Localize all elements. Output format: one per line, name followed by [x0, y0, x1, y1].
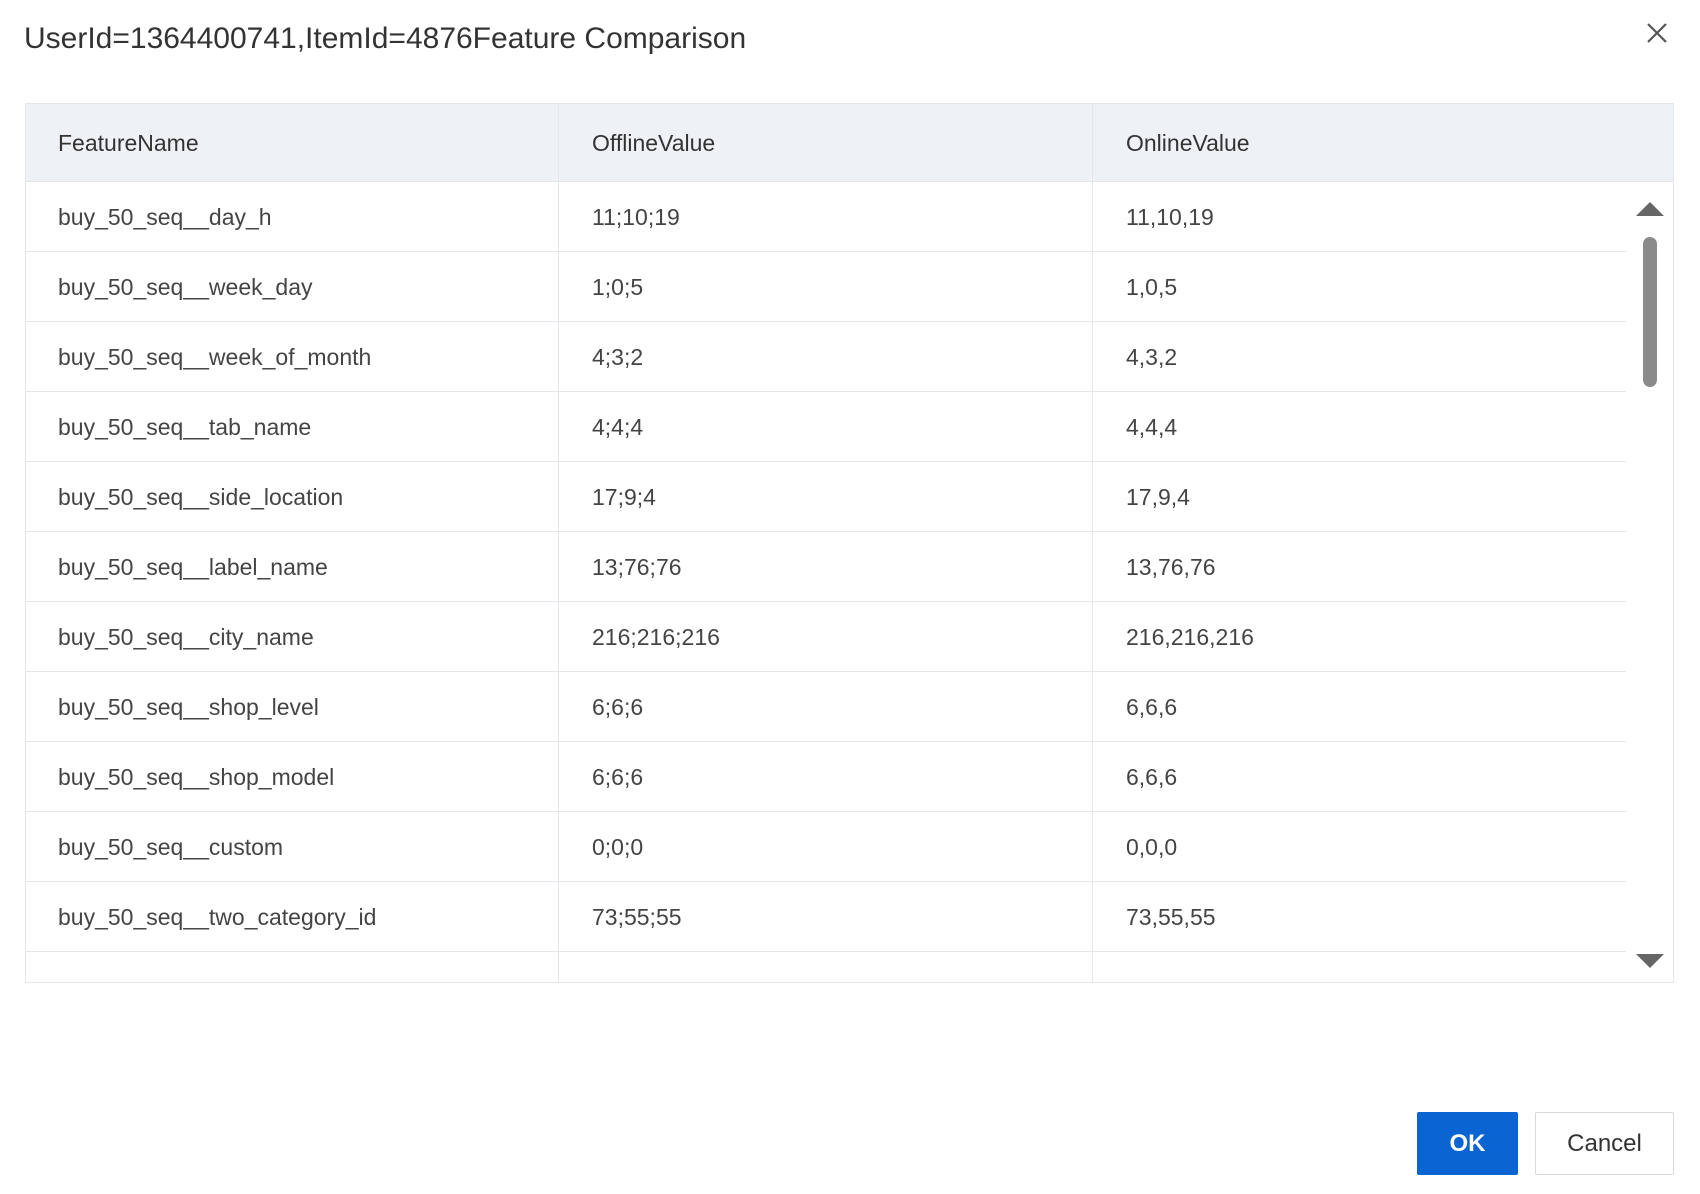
table-row: buy_50_seq__tab_name 4;4;4 4,4,4 [26, 392, 1626, 462]
table-cell: buy_50_seq__tab_name [58, 413, 312, 440]
table-cell: 17;9;4 [592, 483, 656, 510]
table-cell: buy_50_seq__label_name [58, 553, 328, 580]
table-row: buy_50_seq__week_of_month 4;3;2 4,3,2 [26, 322, 1626, 392]
table-header: FeatureName OfflineValue OnlineValue [26, 104, 1673, 182]
table-cell: buy_50_seq__custom [58, 833, 284, 860]
scrollbar[interactable] [1626, 182, 1674, 983]
table-cell: 6;6;6 [592, 693, 644, 720]
cancel-button[interactable]: Cancel [1535, 1112, 1674, 1175]
table-cell: 0;0;0 [592, 833, 644, 860]
column-divider [558, 104, 559, 982]
table-cell: 73;55;55 [592, 903, 682, 930]
table-row: buy_50_seq__shop_model 6;6;6 6,6,6 [26, 742, 1626, 812]
ok-button[interactable]: OK [1417, 1112, 1518, 1175]
table-cell: buy_50_seq__city_name [58, 623, 314, 650]
table-cell: buy_50_seq__shop_level [58, 693, 319, 720]
table-row: buy_50_seq__side_location 17;9;4 17,9,4 [26, 462, 1626, 532]
table: FeatureName OfflineValue OnlineValue buy_5… [25, 103, 1674, 983]
table-cell: buy_50_seq__shop_model [58, 763, 335, 790]
table-cell: 1;0;5 [592, 273, 644, 300]
table-cell: 6;6;6 [592, 763, 644, 790]
table-cell: 4,4,4 [1126, 413, 1178, 440]
table-cell: 11,10,19 [1126, 203, 1214, 230]
table-cell: 0,0,0 [1126, 833, 1178, 860]
table-row: buy_50_seq__label_name 13;76;76 13,76,76 [26, 532, 1626, 602]
table-row: buy_50_seq__shop_level 6;6;6 6,6,6 [26, 672, 1626, 742]
column-header: OfflineValue [592, 129, 716, 156]
table-row: buy_50_seq__custom 0;0;0 0,0,0 [26, 812, 1626, 882]
table-row [26, 952, 1626, 982]
table-cell: 13,76,76 [1126, 553, 1216, 580]
table-cell: 216,216,216 [1126, 623, 1254, 650]
table-cell: buy_50_seq__day_h [58, 203, 272, 230]
table-row: buy_50_seq__day_h 11;10;19 11,10,19 [26, 182, 1626, 252]
table-cell: 13;76;76 [592, 553, 682, 580]
table-cell: 216;216;216 [592, 623, 720, 650]
table-cell: buy_50_seq__week_day [58, 273, 313, 300]
table-row: buy_50_seq__city_name 216;216;216 216,216,… [26, 602, 1626, 672]
table-cell: 6,6,6 [1126, 763, 1178, 790]
table-cell: 1,0,5 [1126, 273, 1178, 300]
column-divider [1092, 104, 1093, 982]
table-cell: 6,6,6 [1126, 693, 1178, 720]
table-cell: 4,3,2 [1126, 343, 1178, 370]
table-row: buy_50_seq__two_category_id 73;55;55 73,55… [26, 882, 1626, 952]
table-cell: 17,9,4 [1126, 483, 1190, 510]
table-cell: buy_50_seq__week_of_month [58, 343, 372, 370]
table-cell: buy_50_seq__side_location [58, 483, 344, 510]
dialog-title: UserId=1364400741,ItemId=4876Feature Com… [24, 22, 747, 55]
table-body: buy_50_seq__day_h 11;10;19 11,10,19 buy_50_… [26, 182, 1673, 982]
table-cell: 4;3;2 [592, 343, 644, 370]
column-header: FeatureName [58, 129, 199, 156]
table-cell: 11;10;19 [592, 203, 680, 230]
table-cell: buy_50_seq__two_category_id [58, 903, 377, 930]
close-button[interactable] [1642, 18, 1672, 48]
table-row: buy_50_seq__week_day 1;0;5 1,0,5 [26, 252, 1626, 322]
table-cell: 73,55,55 [1126, 903, 1216, 930]
table-cell: 4;4;4 [592, 413, 644, 440]
column-header: OnlineValue [1126, 129, 1250, 156]
